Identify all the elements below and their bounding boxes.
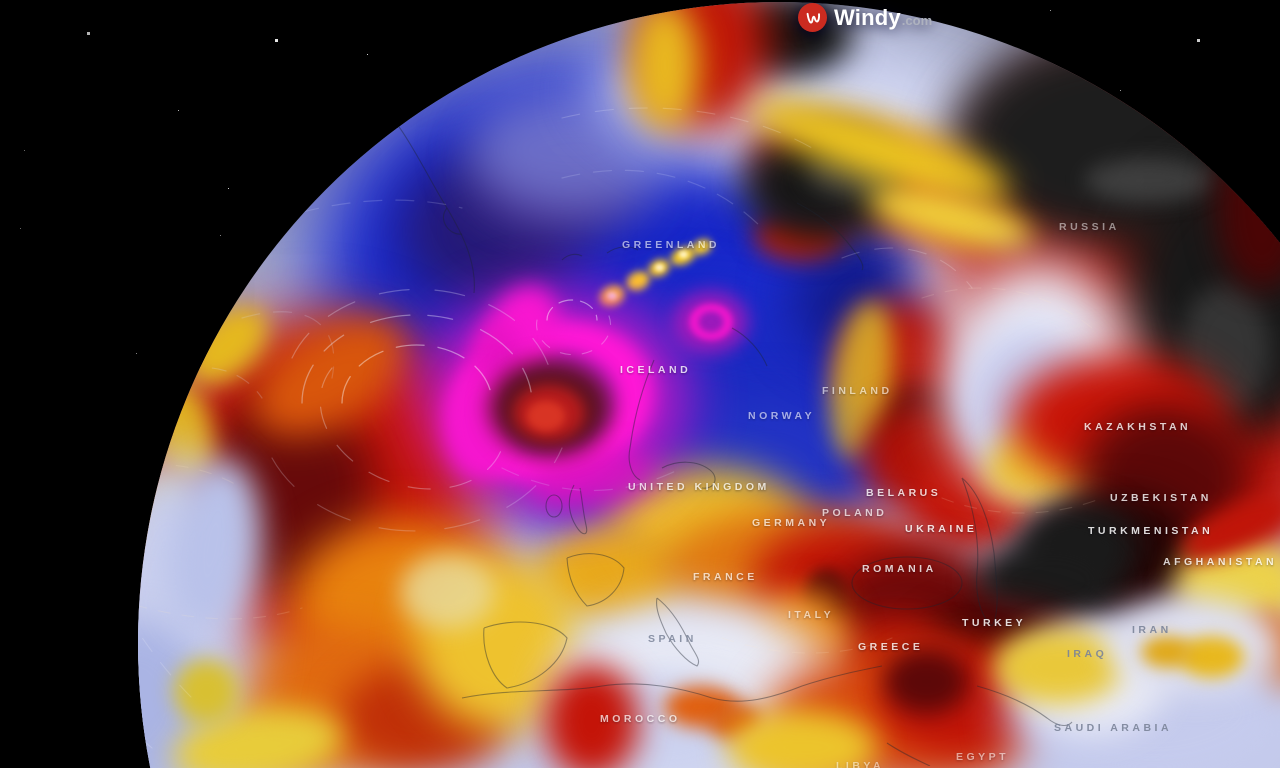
anomaly-color-blob <box>1085 158 1215 203</box>
wind-streak-path <box>138 463 243 489</box>
windy-swoosh-icon <box>806 12 820 23</box>
wind-streak-path <box>138 605 303 620</box>
anomaly-color-blob <box>993 629 1123 704</box>
coastline-path <box>561 246 639 261</box>
wind-streak-path <box>241 311 335 379</box>
wind-streak-path <box>806 12 820 23</box>
coastline-path <box>566 553 625 607</box>
wind-streak-path <box>301 314 533 404</box>
windy-logo[interactable]: Windy .com <box>798 3 932 32</box>
wind-streak-path <box>546 299 598 321</box>
wind-streaks-layer <box>138 107 1103 749</box>
windy-wordmark: Windy .com <box>834 5 932 31</box>
coastline-path <box>442 207 463 235</box>
wind-streak-path <box>211 199 463 249</box>
wind-streak-path <box>161 367 263 399</box>
coastline-path <box>568 484 588 535</box>
coastline-path <box>545 494 563 518</box>
wind-streak-path <box>319 367 503 490</box>
windy-logo-disc <box>798 3 827 32</box>
coastline-path <box>731 327 768 367</box>
anomaly-color-blob <box>686 301 736 343</box>
coastline-path <box>656 597 700 667</box>
wind-streak-path <box>561 169 763 229</box>
wind-streak-path <box>941 497 1103 514</box>
anomaly-color-blob <box>1217 130 1280 290</box>
wind-streak-path <box>561 107 813 149</box>
wind-streak-path <box>138 630 193 699</box>
coastline-path <box>366 92 475 294</box>
wind-streak-path <box>501 467 683 492</box>
wind-streak-path <box>841 247 973 289</box>
coastline-path <box>796 202 864 271</box>
globe[interactable] <box>138 2 1280 768</box>
coastline-path <box>483 621 568 689</box>
coastline-path <box>851 556 963 610</box>
brand-name: Windy <box>834 4 901 30</box>
brand-suffix: .com <box>901 12 933 28</box>
anomaly-color-blob <box>607 292 617 300</box>
anomaly-color-blob <box>544 664 639 768</box>
wind-streak-path <box>921 287 1093 329</box>
wind-streak-path <box>536 315 612 356</box>
anomaly-color-blob <box>655 264 664 271</box>
anomaly-color-blob <box>727 710 877 768</box>
coastline-path <box>886 742 931 766</box>
coastline-path <box>661 461 716 489</box>
anomaly-color-blob <box>630 2 700 130</box>
anomaly-color-blob <box>400 554 495 629</box>
coastline-path <box>628 359 655 481</box>
wind-streak-path <box>291 288 553 379</box>
wind-streak-path <box>271 447 563 532</box>
anomaly-color-blob <box>1141 636 1193 668</box>
anomaly-color-blob <box>527 401 565 431</box>
wind-streak-path <box>138 734 153 749</box>
temperature-anomaly-field <box>138 2 1280 768</box>
anomaly-color-blob <box>884 649 969 714</box>
anomaly-color-blob <box>174 659 239 724</box>
coastlines-layer <box>366 92 1073 766</box>
coastline-path <box>461 665 883 702</box>
wind-streak-path <box>341 344 493 404</box>
wind-streak-path <box>721 637 893 654</box>
coastline-path <box>961 477 998 627</box>
coastline-path <box>976 685 1073 727</box>
anomaly-color-blob <box>679 251 688 258</box>
starfield <box>0 0 1 1</box>
